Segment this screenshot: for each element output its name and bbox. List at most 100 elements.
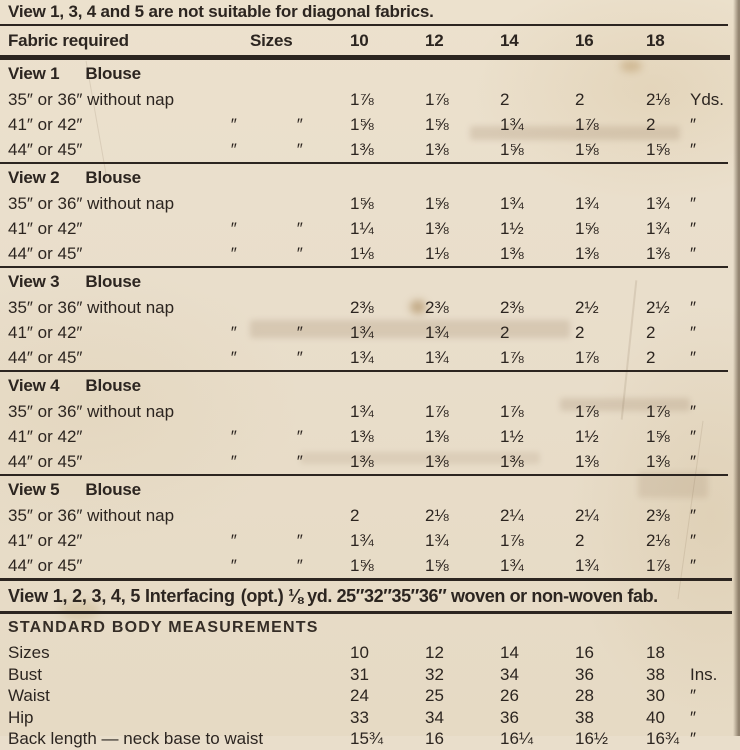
unit-label: ″ xyxy=(690,531,697,550)
fabric-width-label: 41″ or 42″ xyxy=(8,427,83,446)
measurements-table-body: Sizes 10 12 14 16 18 Bust 31 32 34 36 38 Ins. Waist 24… xyxy=(0,642,740,750)
measurement-value: 32 xyxy=(425,664,444,684)
view-subtitle: Blouse xyxy=(85,64,141,83)
yardage-value: 1⅜ xyxy=(575,244,599,263)
size-column-header: 12 xyxy=(425,31,444,50)
view-heading: View 1 Blouse xyxy=(0,60,740,87)
ditto-mark: ″ xyxy=(230,323,237,342)
measurement-value: 34 xyxy=(500,664,519,684)
ditto-mark: ″ xyxy=(296,140,303,159)
diagonal-fabrics-note: View 1, 3, 4 and 5 are not suitable for … xyxy=(8,2,434,21)
unit-label: ″ xyxy=(690,707,697,727)
yardage-value: 2⅛ xyxy=(425,506,449,525)
measurement-label-cell: Sizes xyxy=(8,642,350,664)
fabric-width-label: 44″ or 45″ xyxy=(8,452,83,471)
yardage-value: 1⅝ xyxy=(350,115,374,134)
yardage-value: 1⅜ xyxy=(350,427,374,446)
yardage-value: 1¾ xyxy=(425,531,449,550)
fabric-width-row: 44″ or 45″ ″ ″ 1¾ 1¾ 1⅞ 1⅞ 2 ″ xyxy=(0,345,740,370)
yardage-value: 1⅝ xyxy=(425,556,449,575)
ditto-mark: ″ xyxy=(230,531,237,550)
fabric-width-label-cell: 35″ or 36″ without nap xyxy=(8,399,350,424)
yardage-value: 2 xyxy=(646,115,656,134)
fabric-width-label-cell: 35″ or 36″ without nap xyxy=(8,295,350,320)
fabric-width-row: 41″ or 42″ ″ ″ 1¾ 1¾ 1⅞ 2 2⅛ ″ xyxy=(0,528,740,553)
measurement-value: 36 xyxy=(500,707,519,727)
fabric-required-header: Fabric required xyxy=(8,31,129,50)
standard-body-measurements-title: STANDARD BODY MEASUREMENTS xyxy=(8,619,319,636)
ditto-mark: ″ xyxy=(230,427,237,446)
fabric-width-row: 35″ or 36″ without nap 2⅜ 2⅜ 2⅜ 2½ 2½ ″ xyxy=(0,295,740,320)
measurement-label: Bust xyxy=(8,664,43,684)
measurement-value: 38 xyxy=(646,664,665,684)
unit-label: ″ xyxy=(690,219,697,238)
yardage-value: 1⅝ xyxy=(350,194,374,213)
yardage-value: 2 xyxy=(575,323,585,342)
yardage-value: 2 xyxy=(646,323,656,342)
fabric-width-label: 41″ or 42″ xyxy=(8,115,83,134)
view-heading: View 3 Blouse xyxy=(0,268,740,295)
ditto-mark: ″ xyxy=(296,115,303,134)
section-divider xyxy=(0,474,728,476)
interfacing-note: View 1, 2, 3, 4, 5 Interfacing (opt.) ⅛ y… xyxy=(0,581,740,611)
unit-label: ″ xyxy=(690,556,697,575)
fabric-width-label: 41″ or 42″ xyxy=(8,531,83,550)
yardage-value: 1⅜ xyxy=(425,140,449,159)
fabric-width-row: 35″ or 36″ without nap 1⅞ 1⅞ 2 2 2⅛ Yds. xyxy=(0,87,740,112)
interfacing-note-detail: (opt.) ⅛ yd. 25″32″35″36″ woven or non-w… xyxy=(240,586,658,606)
ditto-mark: ″ xyxy=(296,323,303,342)
ditto-mark: ″ xyxy=(230,140,237,159)
fabric-width-label: 35″ or 36″ without nap xyxy=(8,298,175,317)
yardage-value: 1⅝ xyxy=(500,140,524,159)
size-column-header: 18 xyxy=(646,31,665,50)
fabric-width-label-cell: 44″ or 45″ ″ ″ xyxy=(8,241,350,266)
fabric-width-label-cell: 41″ or 42″ ″ ″ xyxy=(8,216,350,241)
fabric-width-label: 35″ or 36″ without nap xyxy=(8,402,175,421)
measurement-value: 26 xyxy=(500,686,519,705)
measurement-label: Back length — neck base to waist xyxy=(8,729,264,748)
yardage-value: 1⅛ xyxy=(425,244,449,263)
view-title: View 3 xyxy=(8,272,60,291)
fabric-width-label: 44″ or 45″ xyxy=(8,348,83,367)
measurement-value: 10 xyxy=(350,643,369,662)
view-title: View 4 xyxy=(8,376,60,395)
size-column-header: 14 xyxy=(500,31,519,50)
sizes-header: Sizes xyxy=(250,31,293,50)
fabric-width-label-cell: 44″ or 45″ ″ ″ xyxy=(8,345,350,370)
yardage-value: 2 xyxy=(575,90,585,109)
yardage-value: 1⅝ xyxy=(646,140,670,159)
ditto-mark: ″ xyxy=(296,531,303,550)
yardage-value: 2⅜ xyxy=(425,298,449,317)
ditto-mark: ″ xyxy=(230,244,237,263)
unit-label: ″ xyxy=(690,686,697,705)
ink-bleed-through xyxy=(560,398,690,411)
ink-bleed-through xyxy=(470,126,680,140)
size-column-header: 10 xyxy=(350,31,369,50)
yardage-value: 1¾ xyxy=(646,219,670,238)
fabric-width-label-cell: 44″ or 45″ ″ ″ xyxy=(8,137,350,162)
yardage-value: 1⅜ xyxy=(350,452,374,471)
measurement-row: Back length — neck base to waist 15¾ 16 16¼… xyxy=(0,728,740,750)
view-heading: View 2 Blouse xyxy=(0,164,740,191)
measurement-value: 14 xyxy=(500,643,519,662)
yardage-value: 2⅜ xyxy=(500,298,524,317)
fabric-width-row: 41″ or 42″ ″ ″ 1⅜ 1⅜ 1½ 1½ 1⅝ ″ xyxy=(0,424,740,449)
measurement-value: 25 xyxy=(425,686,444,705)
fabric-width-row: 44″ or 45″ ″ ″ 1⅜ 1⅜ 1⅜ 1⅜ 1⅜ ″ xyxy=(0,449,740,474)
yardage-value: 2⅜ xyxy=(350,298,374,317)
yardage-table-body: View 1 Blouse 35″ or 36″ without nap 1⅞ 1⅞ 2 2… xyxy=(0,60,740,578)
yardage-value: 2½ xyxy=(646,298,670,317)
yardage-value: 2½ xyxy=(575,298,599,317)
measurement-value: 16½ xyxy=(575,729,609,748)
measurement-value: 33 xyxy=(350,707,369,727)
measurement-value: 34 xyxy=(425,707,444,727)
yardage-value: 2 xyxy=(350,506,360,525)
fabric-width-row: 35″ or 36″ without nap 2 2⅛ 2¼ 2¼ 2⅜ ″ xyxy=(0,503,740,528)
section-divider xyxy=(0,266,728,268)
fabric-width-label-cell: 35″ or 36″ without nap xyxy=(8,503,350,528)
measurement-value: 12 xyxy=(425,643,444,662)
yardage-value: 1⅝ xyxy=(575,140,599,159)
yardage-value: 1¾ xyxy=(575,556,599,575)
yardage-value: 2 xyxy=(500,90,510,109)
fabric-width-label: 44″ or 45″ xyxy=(8,556,83,575)
